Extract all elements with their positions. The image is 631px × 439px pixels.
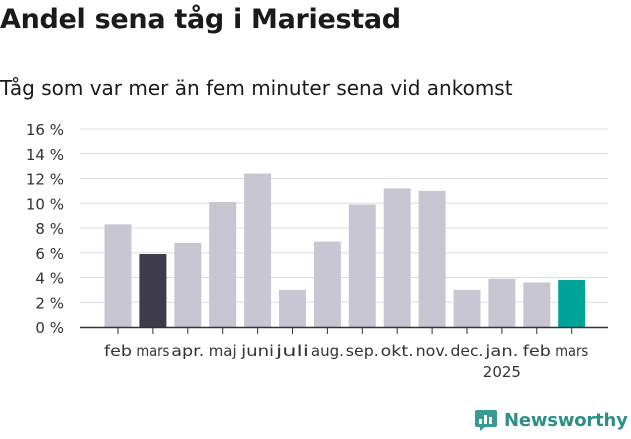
bar	[418, 190, 446, 327]
x-year-label: 2025	[483, 363, 521, 381]
bar	[209, 202, 237, 327]
x-tick-label: feb	[523, 342, 551, 360]
bar	[244, 173, 272, 327]
x-tick-label: maj	[209, 342, 237, 360]
x-tick-label: juli	[275, 342, 309, 360]
y-tick-label: 2 %	[35, 294, 64, 312]
x-tick-label: dec.	[451, 342, 484, 360]
x-tick-label: apr.	[171, 342, 204, 360]
y-tick-label: 4 %	[35, 270, 64, 288]
bar	[488, 278, 516, 327]
x-tick-label: mars	[136, 342, 169, 360]
x-tick-label: aug.	[311, 342, 344, 360]
x-tick-label: juni	[240, 342, 274, 360]
bar	[348, 204, 376, 327]
y-tick-label: 12 %	[26, 171, 64, 189]
x-tick-label: okt.	[381, 342, 414, 360]
bar	[279, 289, 306, 327]
x-tick-label: sep.	[346, 342, 379, 360]
y-tick-label: 10 %	[26, 195, 64, 213]
x-tick-label: nov.	[416, 342, 449, 360]
bar	[558, 279, 586, 327]
newsworthy-logo-icon	[475, 410, 497, 431]
x-tick-label: feb	[104, 342, 132, 360]
bar	[523, 282, 551, 327]
y-tick-label: 0 %	[35, 319, 64, 337]
y-tick-label: 14 %	[26, 146, 64, 164]
brand-name: Newsworthy	[504, 409, 628, 431]
chart-subtitle: Tåg som var mer än fem minuter sena vid …	[0, 76, 513, 100]
bar	[313, 241, 341, 327]
bar	[383, 188, 411, 327]
chart-title: Andel sena tåg i Mariestad	[0, 4, 401, 35]
brand-logo: Newsworthy	[474, 408, 628, 432]
bar	[104, 224, 132, 327]
bar	[139, 253, 167, 327]
y-tick-label: 6 %	[35, 245, 64, 263]
x-tick-label: mars	[555, 342, 588, 360]
bar	[174, 242, 202, 327]
y-tick-label: 16 %	[26, 121, 64, 139]
x-tick-label: jan.	[484, 342, 518, 360]
y-tick-label: 8 %	[35, 220, 64, 238]
bar	[453, 289, 481, 327]
